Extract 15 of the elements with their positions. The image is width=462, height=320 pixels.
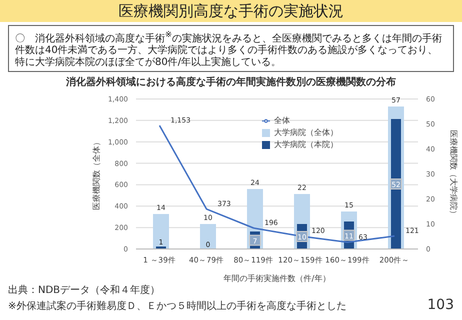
text: ※外保連試案の手術難易度Ｄ、Ｅかつ５時間以上の手術を高度な手術とした xyxy=(8,300,346,314)
text: 103 xyxy=(427,297,454,314)
y-axis-title: 医療機関数（全体） xyxy=(92,138,101,210)
bar xyxy=(153,214,169,250)
text: 〇 消化器外科領域の高度な手術$^{※}$の実施状況をみると、全医療機関でみると多くは年間の手術件数は40件未満である一方、大学病院ではより多くの手術件数のある施設が多くなっており、特に大学病院本院のほぼ全てが80件/年以上実施している。 xyxy=(8,25,454,72)
chart-subtitle: 消化器外科領域における高度な手術の年間実施件数別の医療機関数の分布 xyxy=(65,75,397,90)
bar xyxy=(200,224,216,250)
bar xyxy=(391,119,401,250)
x-axis-title: 年間の手術実施件数（件/年） xyxy=(224,274,330,284)
source-note: 出典：NDBデータ（令和４年度） xyxy=(8,285,160,296)
y2-axis-title: 医療機関数（大学病院） xyxy=(449,130,458,218)
chart-title: 医療機関別高度な手術の実施状況 xyxy=(0,0,462,22)
legend-label: 全体 xyxy=(274,116,290,126)
legend-label: 大学病院（全体） xyxy=(274,128,338,138)
legend-label: 大学病院（本院） xyxy=(274,140,338,150)
